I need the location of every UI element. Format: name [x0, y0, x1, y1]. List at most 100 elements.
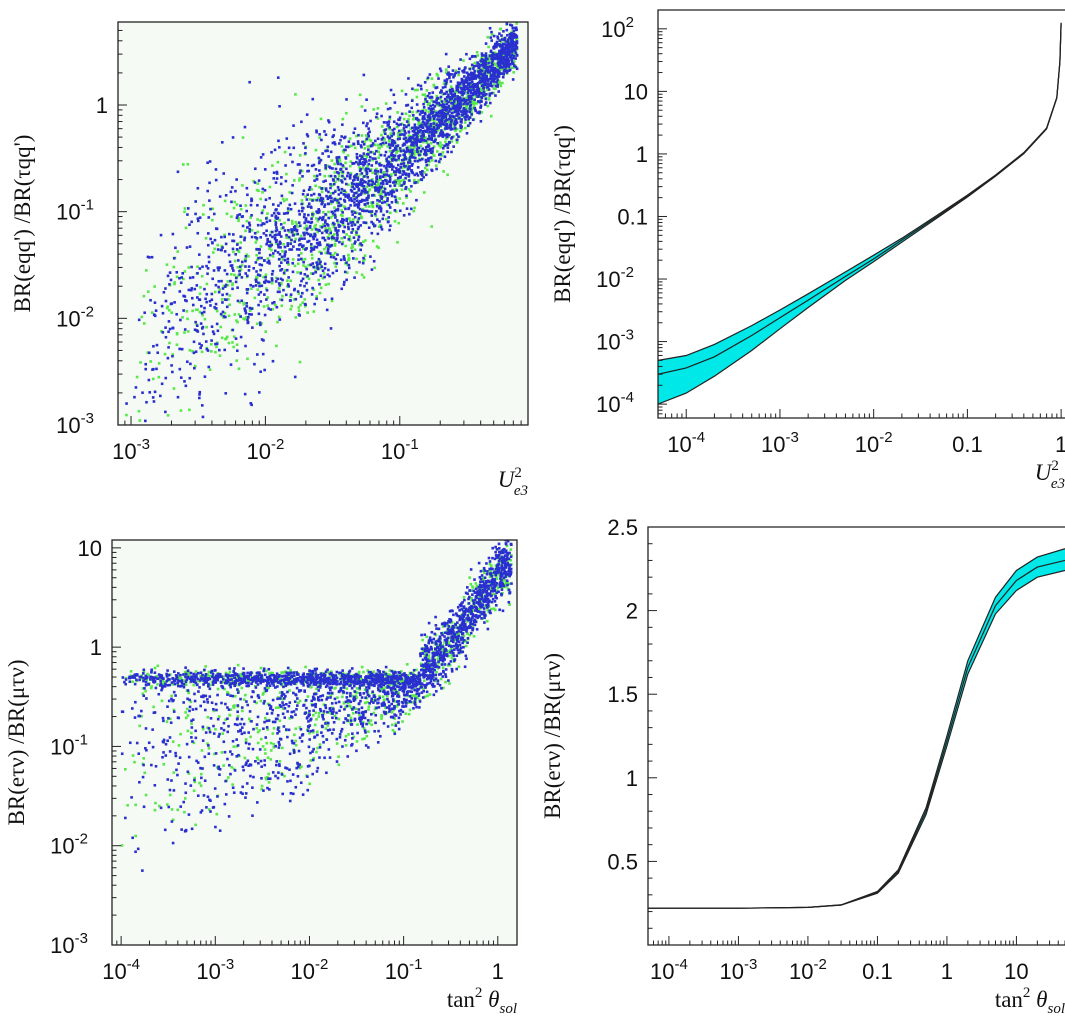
scatter-point — [315, 178, 319, 181]
scatter-point — [268, 219, 272, 222]
scatter-point — [272, 211, 276, 215]
scatter-point — [381, 180, 385, 184]
scatter-point — [327, 174, 331, 178]
scatter-point — [338, 160, 341, 163]
scatter-point — [385, 210, 389, 213]
scatter-point — [231, 239, 234, 243]
scatter-point — [367, 134, 371, 138]
scatter-point — [460, 80, 464, 84]
scatter-point — [384, 686, 388, 689]
scatter-point — [380, 192, 383, 195]
scatter-point — [186, 360, 189, 364]
scatter-point — [484, 78, 487, 81]
scatter-point — [358, 212, 361, 215]
scatter-point — [492, 72, 495, 75]
scatter-point — [449, 647, 453, 651]
scatter-point — [351, 245, 354, 249]
scatter-point — [330, 196, 333, 200]
scatter-point — [308, 782, 312, 786]
scatter-point — [306, 232, 310, 236]
scatter-point — [214, 227, 218, 230]
scatter-point — [512, 60, 516, 63]
scatter-point — [278, 218, 281, 222]
scatter-point — [175, 270, 179, 274]
scatter-point — [384, 706, 387, 710]
scatter-point — [140, 315, 144, 319]
scatter-point — [506, 42, 510, 46]
scatter-point — [345, 217, 349, 221]
scatter-point — [483, 571, 486, 575]
scatter-point — [485, 75, 488, 79]
scatter-point — [331, 178, 335, 181]
scatter-point — [420, 123, 423, 127]
scatter-point — [345, 233, 348, 236]
scatter-point — [243, 125, 247, 129]
scatter-point — [266, 261, 269, 264]
scatter-point — [341, 223, 345, 226]
scatter-point — [428, 118, 431, 122]
scatter-point — [413, 150, 417, 153]
scatter-point — [429, 122, 433, 126]
scatter-point — [317, 715, 321, 718]
scatter-point — [413, 137, 416, 141]
scatter-point — [333, 197, 337, 201]
scatter-point — [346, 174, 349, 178]
scatter-point — [380, 114, 383, 118]
scatter-point — [204, 665, 207, 668]
scatter-point — [327, 155, 330, 158]
scatter-point — [235, 248, 239, 251]
scatter-point — [506, 574, 510, 578]
scatter-point — [299, 272, 303, 275]
scatter-point — [250, 228, 254, 232]
scatter-point — [489, 101, 492, 105]
scatter-point — [372, 193, 375, 197]
scatter-point — [208, 160, 212, 163]
scatter-point — [325, 194, 328, 198]
scatter-point — [391, 168, 394, 171]
scatter-point — [420, 122, 424, 125]
scatter-point — [468, 107, 472, 111]
scatter-point — [424, 136, 427, 139]
scatter-point — [479, 104, 483, 108]
scatter-point — [416, 109, 420, 113]
scatter-point — [318, 160, 321, 163]
scatter-point — [347, 258, 350, 262]
scatter-point — [237, 216, 240, 220]
scatter-point — [443, 641, 446, 644]
scatter-point — [147, 351, 151, 355]
scatter-point — [408, 161, 412, 164]
scatter-point — [362, 256, 365, 260]
scatter-point — [320, 202, 324, 206]
scatter-point — [326, 229, 329, 232]
scatter-point — [314, 269, 317, 273]
scatter-point — [506, 38, 510, 42]
scatter-point — [353, 242, 357, 245]
scatter-point — [332, 134, 335, 137]
scatter-point — [505, 40, 508, 43]
scatter-point — [150, 685, 153, 688]
scatter-point — [317, 278, 320, 282]
scatter-point — [264, 275, 267, 279]
scatter-point — [297, 313, 301, 316]
scatter-point — [479, 106, 482, 109]
scatter-point — [300, 199, 304, 202]
scatter-point — [335, 208, 338, 212]
scatter-point — [250, 403, 253, 407]
scatter-point — [355, 185, 359, 189]
scatter-point — [510, 66, 514, 70]
scatter-point — [413, 143, 417, 146]
scatter-point — [407, 701, 410, 704]
scatter-point — [486, 82, 490, 85]
scatter-point — [224, 392, 228, 395]
scatter-point — [393, 209, 397, 212]
scatter-point — [487, 88, 491, 91]
scatter-point — [432, 133, 436, 136]
scatter-point — [449, 126, 453, 129]
scatter-point — [171, 353, 175, 356]
scatter-point — [428, 96, 432, 99]
scatter-point — [416, 159, 420, 163]
scatter-point — [379, 182, 383, 185]
scatter-point — [374, 157, 377, 160]
scatter-point — [405, 104, 408, 107]
scatter-point — [376, 107, 380, 110]
